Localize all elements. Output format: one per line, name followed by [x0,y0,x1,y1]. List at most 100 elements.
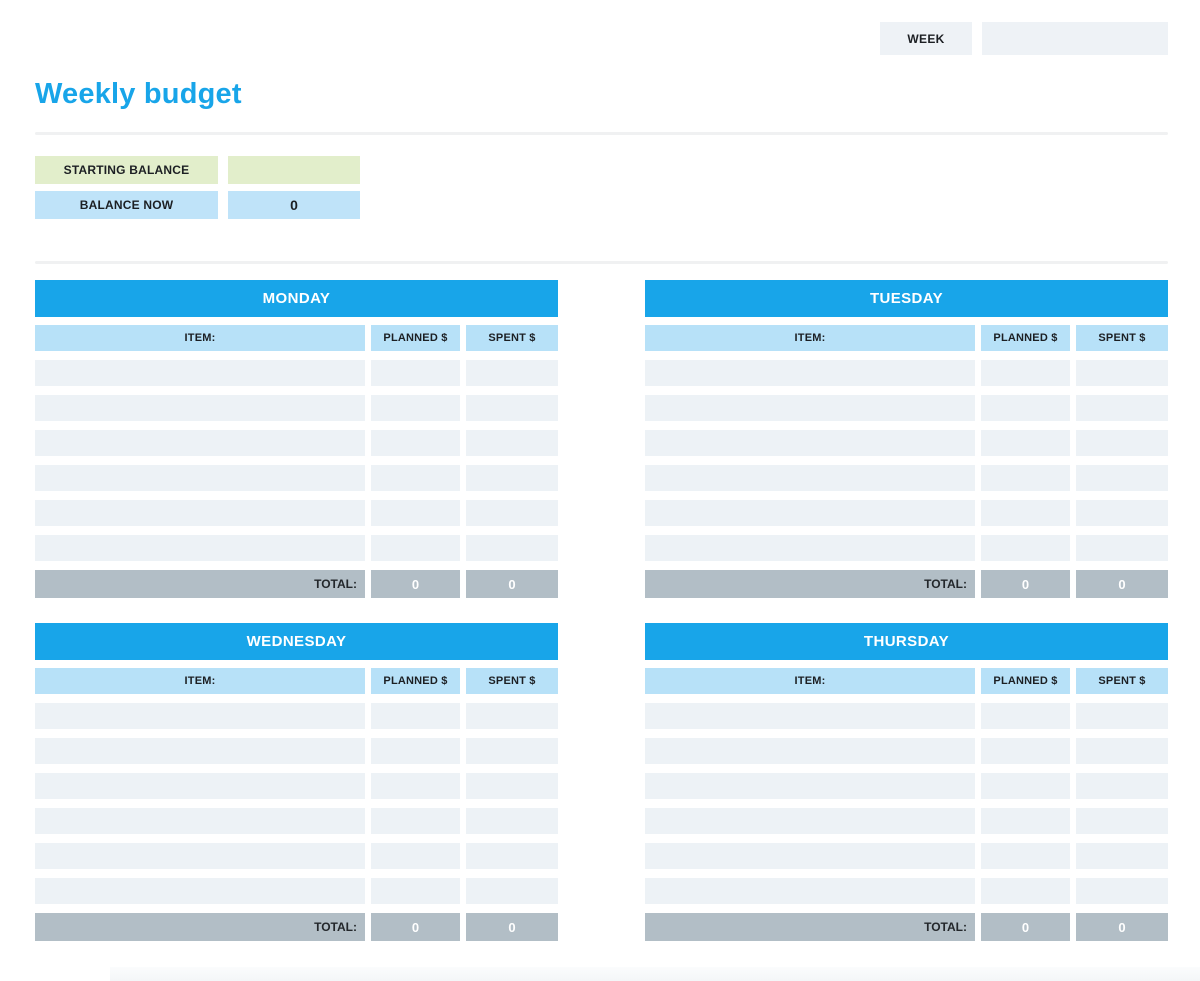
planned-cell[interactable] [371,360,460,386]
item-row [35,878,558,904]
planned-cell[interactable] [371,465,460,491]
planned-cell[interactable] [981,843,1070,869]
spent-cell[interactable] [1076,703,1168,729]
spent-cell[interactable] [466,500,558,526]
planned-cell[interactable] [371,535,460,561]
total-planned-value: 0 [371,570,460,598]
planned-cell[interactable] [981,703,1070,729]
item-cell[interactable] [35,738,365,764]
item-cell[interactable] [35,395,365,421]
item-cell[interactable] [645,843,975,869]
planned-cell[interactable] [981,465,1070,491]
item-cell[interactable] [645,535,975,561]
planned-cell[interactable] [371,703,460,729]
total-planned-value: 0 [981,570,1070,598]
planned-cell[interactable] [371,773,460,799]
day-panel-monday: MONDAY ITEM: PLANNED $ SPENT $ TOTAL: 0 … [35,280,558,598]
spent-cell[interactable] [466,465,558,491]
spent-cell[interactable] [466,395,558,421]
spent-cell[interactable] [1076,500,1168,526]
spent-cell[interactable] [1076,535,1168,561]
starting-balance-label: STARTING BALANCE [35,156,218,184]
spent-cell[interactable] [466,773,558,799]
item-cell[interactable] [645,395,975,421]
divider-middle [35,261,1168,264]
planned-cell[interactable] [981,535,1070,561]
item-cell[interactable] [645,808,975,834]
item-row [645,878,1168,904]
planned-cell[interactable] [981,738,1070,764]
spent-cell[interactable] [466,808,558,834]
item-cell[interactable] [35,465,365,491]
item-cell[interactable] [645,430,975,456]
spent-cell[interactable] [1076,430,1168,456]
balance-now-value[interactable] [228,191,360,219]
week-label: WEEK [880,22,972,55]
item-cell[interactable] [35,843,365,869]
planned-cell[interactable] [981,395,1070,421]
day-header: MONDAY [35,280,558,317]
spent-cell[interactable] [466,843,558,869]
bottom-edge-shadow [110,967,1200,981]
item-cell[interactable] [35,500,365,526]
spent-cell[interactable] [1076,843,1168,869]
spent-cell[interactable] [1076,738,1168,764]
spent-cell[interactable] [466,878,558,904]
item-cell[interactable] [645,773,975,799]
spent-cell[interactable] [466,738,558,764]
planned-cell[interactable] [371,738,460,764]
item-cell[interactable] [645,465,975,491]
planned-cell[interactable] [981,808,1070,834]
item-cell[interactable] [645,878,975,904]
planned-cell[interactable] [981,500,1070,526]
spent-cell[interactable] [466,703,558,729]
item-cell[interactable] [645,500,975,526]
spent-cell[interactable] [1076,395,1168,421]
item-cell[interactable] [35,360,365,386]
starting-balance-input[interactable] [228,156,360,184]
item-row [35,360,558,386]
item-cell[interactable] [35,535,365,561]
item-cell[interactable] [645,738,975,764]
item-cell[interactable] [35,878,365,904]
balance-now-row: BALANCE NOW [35,191,1168,219]
total-spent-value: 0 [466,570,558,598]
item-cell[interactable] [35,808,365,834]
week-input[interactable] [982,22,1168,55]
planned-cell[interactable] [371,500,460,526]
item-row [645,843,1168,869]
col-header-spent: SPENT $ [1076,668,1168,694]
item-cell[interactable] [645,360,975,386]
item-cell[interactable] [35,430,365,456]
item-row [35,738,558,764]
spent-cell[interactable] [466,360,558,386]
spent-cell[interactable] [1076,773,1168,799]
item-row [645,535,1168,561]
planned-cell[interactable] [371,395,460,421]
item-cell[interactable] [645,703,975,729]
spent-cell[interactable] [466,430,558,456]
item-cell[interactable] [35,773,365,799]
planned-cell[interactable] [371,808,460,834]
spent-cell[interactable] [1076,465,1168,491]
col-header-item: ITEM: [645,325,975,351]
planned-cell[interactable] [981,430,1070,456]
item-row [645,738,1168,764]
total-spent-value: 0 [1076,570,1168,598]
planned-cell[interactable] [981,773,1070,799]
item-cell[interactable] [35,703,365,729]
planned-cell[interactable] [981,878,1070,904]
planned-cell[interactable] [371,878,460,904]
spent-cell[interactable] [466,535,558,561]
planned-cell[interactable] [981,360,1070,386]
spent-cell[interactable] [1076,878,1168,904]
item-row [35,395,558,421]
spent-cell[interactable] [1076,360,1168,386]
planned-cell[interactable] [371,843,460,869]
spent-cell[interactable] [1076,808,1168,834]
item-row [35,500,558,526]
item-rows [645,703,1168,904]
col-header-item: ITEM: [645,668,975,694]
col-header-spent: SPENT $ [466,668,558,694]
planned-cell[interactable] [371,430,460,456]
